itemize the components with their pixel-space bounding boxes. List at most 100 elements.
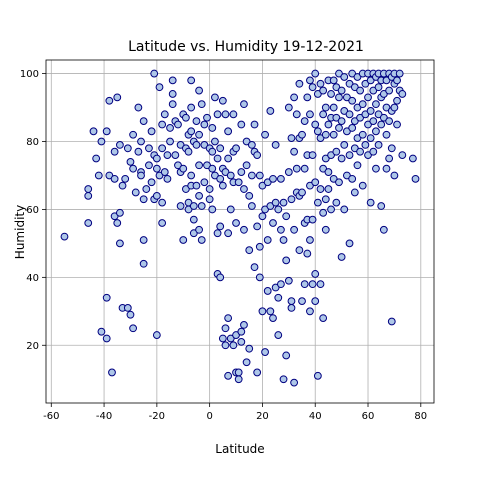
data-point [221,324,230,333]
chart-title: Latitude vs. Humidity 19-12-2021 [128,39,364,55]
data-point [398,151,407,159]
data-point [319,86,328,95]
data-point [282,256,291,265]
data-point [290,225,299,234]
data-point [353,161,362,170]
data-point [213,110,222,119]
data-point [284,276,293,285]
data-point [327,90,335,98]
data-point [197,100,206,109]
data-point [211,93,219,102]
data-point [216,273,225,282]
x-tick-label: -20 [149,411,165,422]
data-point [329,76,338,85]
data-point [245,191,254,200]
data-point [208,205,217,214]
data-point [197,236,206,244]
data-point [340,73,349,81]
data-point [237,168,246,176]
data-point [187,103,196,112]
data-point [319,110,328,119]
data-point [229,110,238,119]
data-point [116,239,124,248]
data-point [395,69,404,78]
y-tick-label: 20 [26,341,39,352]
data-point [250,120,259,129]
data-point [166,137,174,146]
data-point [398,90,407,98]
data-point [337,117,346,126]
data-point [189,202,198,210]
data-point [174,120,182,129]
data-point [211,137,219,146]
data-point [192,117,201,126]
data-point [155,83,164,92]
data-point [385,117,394,126]
data-point [303,93,312,102]
data-point [92,154,101,163]
data-point [321,195,330,204]
data-point [197,202,206,210]
data-point [358,181,367,190]
data-point [240,100,248,109]
data-point [240,320,248,329]
data-point [134,147,143,156]
data-point [105,96,114,105]
data-point [298,188,306,197]
data-point [374,83,383,92]
data-point [97,327,106,336]
data-point [192,181,201,190]
data-point [94,171,103,180]
data-point [287,304,296,312]
data-point [274,205,283,214]
data-point [216,174,225,183]
data-point [382,130,391,139]
data-point [329,130,338,139]
data-point [313,127,322,136]
data-point [319,314,328,322]
data-point [224,229,233,238]
data-point [84,219,93,227]
data-point [361,141,370,149]
data-point [240,185,248,193]
data-point [337,86,346,95]
data-point [145,144,153,153]
data-point [216,222,225,231]
data-point [321,225,330,234]
data-point [258,212,267,221]
data-point [269,219,277,227]
data-point [208,124,217,132]
data-point [200,178,209,187]
data-point [300,164,309,173]
data-point [134,103,143,112]
data-point [253,151,262,159]
data-point [184,147,193,156]
data-point [245,344,254,353]
data-point [113,93,122,102]
data-point [382,164,391,173]
data-point [234,178,243,187]
data-point [237,337,246,346]
data-point [313,198,322,207]
data-point [126,157,135,166]
data-point [152,164,161,173]
data-point [258,307,267,316]
data-point [142,185,151,193]
data-point [113,219,122,227]
data-point [229,341,238,350]
data-point [205,185,214,193]
data-point [261,130,269,139]
data-point [300,280,309,289]
data-point [366,107,375,115]
data-point [123,144,132,153]
x-tick-label: 20 [256,411,269,422]
data-point [129,164,138,173]
data-point [224,314,233,322]
data-point [290,378,299,387]
data-point [150,69,159,78]
data-point [237,327,246,336]
y-axis-label: Humidity [13,205,27,259]
data-point [311,69,320,78]
data-point [287,297,296,306]
data-point [179,236,188,244]
